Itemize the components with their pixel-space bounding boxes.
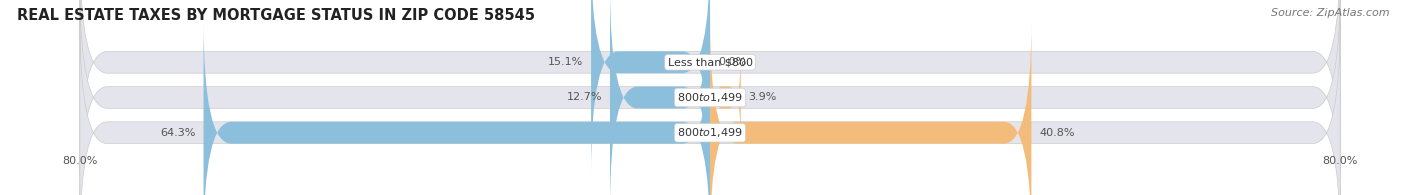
FancyBboxPatch shape: [591, 0, 710, 175]
Text: 0.0%: 0.0%: [718, 57, 747, 67]
Text: 15.1%: 15.1%: [548, 57, 583, 67]
FancyBboxPatch shape: [80, 0, 1340, 195]
FancyBboxPatch shape: [80, 20, 1340, 195]
Text: 40.8%: 40.8%: [1039, 128, 1074, 138]
Text: 12.7%: 12.7%: [567, 92, 602, 103]
Text: Less than $800: Less than $800: [668, 57, 752, 67]
Text: 3.9%: 3.9%: [748, 92, 778, 103]
FancyBboxPatch shape: [80, 0, 1340, 175]
Text: REAL ESTATE TAXES BY MORTGAGE STATUS IN ZIP CODE 58545: REAL ESTATE TAXES BY MORTGAGE STATUS IN …: [17, 8, 534, 23]
FancyBboxPatch shape: [710, 20, 1032, 195]
Text: $800 to $1,499: $800 to $1,499: [678, 91, 742, 104]
FancyBboxPatch shape: [610, 0, 710, 195]
Text: 64.3%: 64.3%: [160, 128, 195, 138]
Text: Source: ZipAtlas.com: Source: ZipAtlas.com: [1271, 8, 1389, 18]
FancyBboxPatch shape: [710, 53, 741, 142]
FancyBboxPatch shape: [204, 20, 710, 195]
Text: $800 to $1,499: $800 to $1,499: [678, 126, 742, 139]
